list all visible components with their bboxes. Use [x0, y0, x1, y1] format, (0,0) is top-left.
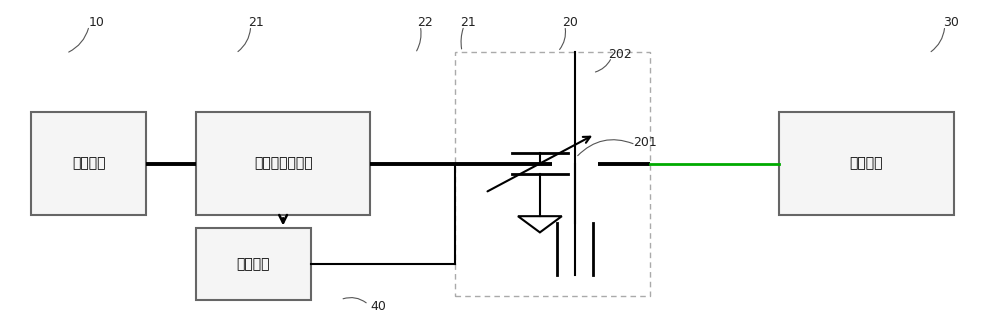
Text: 21: 21 [248, 16, 264, 29]
Text: 22: 22 [417, 16, 433, 29]
Bar [196, 228, 311, 300]
Text: 202: 202 [608, 48, 632, 61]
Text: 21: 21 [460, 16, 476, 29]
Bar [31, 112, 146, 215]
Text: 反应腔室: 反应腔室 [850, 157, 883, 170]
Polygon shape [518, 216, 562, 232]
Text: 201: 201 [633, 136, 656, 149]
Text: 控制单元: 控制单元 [236, 257, 270, 271]
Text: 电压电流传感器: 电压电流传感器 [254, 157, 312, 170]
Text: 30: 30 [943, 16, 959, 29]
Text: 40: 40 [370, 300, 386, 313]
Text: 射频电源: 射频电源 [72, 157, 105, 170]
Bar [779, 112, 954, 215]
Text: 20: 20 [562, 16, 578, 29]
Bar [455, 52, 650, 297]
Bar [196, 112, 370, 215]
Text: 10: 10 [88, 16, 104, 29]
